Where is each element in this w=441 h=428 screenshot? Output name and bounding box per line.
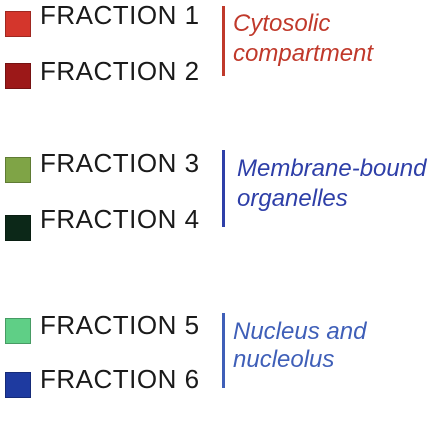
fraction-5-label: FRACTION 5 xyxy=(40,310,200,340)
fraction-3-label: FRACTION 3 xyxy=(40,148,200,178)
fraction-1-label: FRACTION 1 xyxy=(40,0,200,30)
fraction-6-label: FRACTION 6 xyxy=(40,364,200,394)
fraction-5-swatch xyxy=(5,318,31,344)
nucleus-label-line2: nucleolus xyxy=(233,346,335,373)
fraction-2-label: FRACTION 2 xyxy=(40,56,200,86)
nucleus-label-line1: Nucleus and xyxy=(233,318,367,345)
membrane-label-line2: organelles xyxy=(237,185,348,212)
cytosolic-label-line2: compartment xyxy=(233,40,374,67)
fraction-1-swatch xyxy=(5,11,31,37)
membrane-bracket-bar xyxy=(222,150,225,227)
fraction-3-swatch xyxy=(5,157,31,183)
membrane-label-line1: Membrane-bound xyxy=(237,155,427,182)
fraction-2-swatch xyxy=(5,63,31,89)
nucleus-bracket-bar xyxy=(222,313,225,388)
cytosolic-bracket-bar xyxy=(222,6,225,76)
fraction-4-swatch xyxy=(5,215,31,241)
fraction-4-label: FRACTION 4 xyxy=(40,204,200,234)
fraction-6-swatch xyxy=(5,372,31,398)
cytosolic-label-line1: Cytosolic xyxy=(233,10,331,37)
